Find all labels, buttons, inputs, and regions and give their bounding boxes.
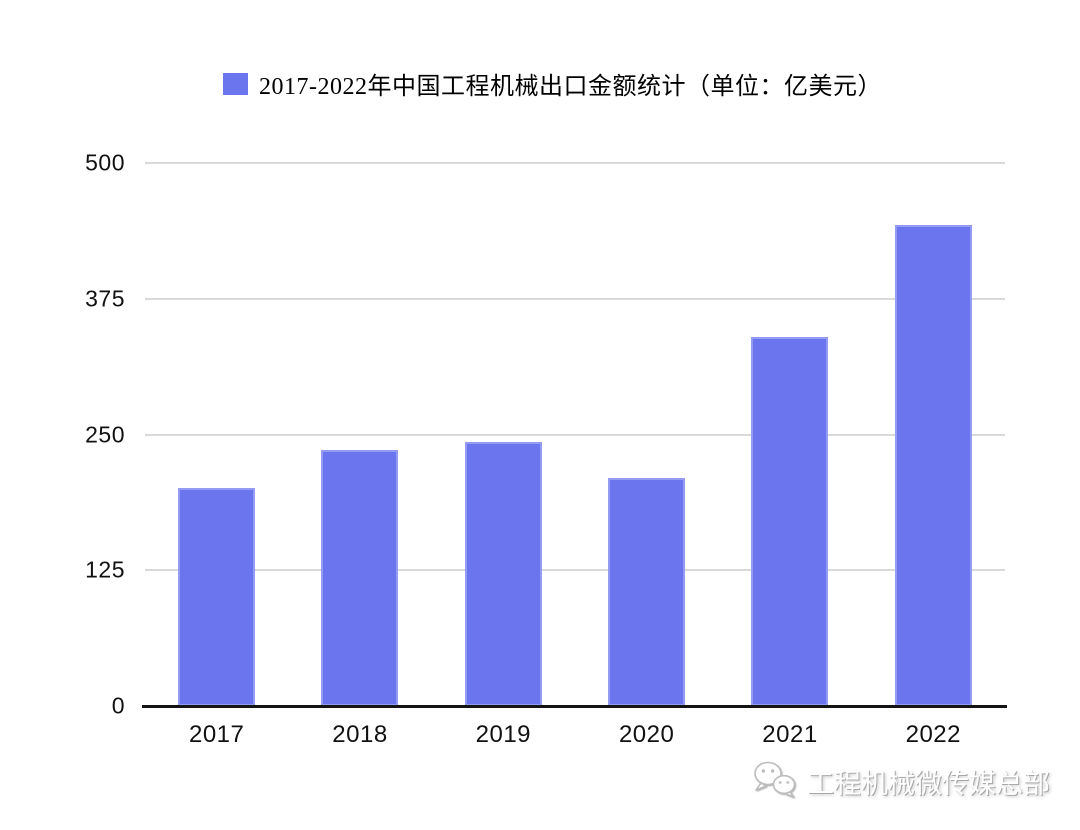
chart-legend: 2017-2022年中国工程机械出口金额统计（单位：亿美元） bbox=[223, 66, 882, 101]
y-axis-labels: 0 125 250 375 500 bbox=[0, 150, 125, 719]
wechat-icon bbox=[754, 761, 796, 798]
legend-swatch bbox=[223, 72, 248, 95]
x-axis-labels: 2017 2018 2019 2020 2021 2022 bbox=[145, 721, 1005, 749]
y-tick-label-500: 500 bbox=[85, 149, 125, 176]
bar-2017 bbox=[178, 487, 256, 706]
bar-2019 bbox=[464, 442, 542, 706]
gridline-500 bbox=[145, 162, 1005, 164]
bar-2020 bbox=[608, 477, 686, 706]
chart-title: 2017-2022年中国工程机械出口金额统计（单位：亿美元） bbox=[259, 74, 882, 100]
watermark: 工程机械微传媒总部 bbox=[752, 760, 1050, 802]
x-tick-label-2022: 2022 bbox=[905, 721, 961, 748]
bar-slot-2020 bbox=[575, 163, 718, 706]
bar-slot-2021 bbox=[718, 163, 861, 706]
bar-slot-2022 bbox=[862, 163, 1005, 706]
x-tick-label-2021: 2021 bbox=[762, 721, 818, 748]
x-axis-line bbox=[142, 705, 1007, 708]
x-tick-label-2018: 2018 bbox=[332, 721, 388, 748]
gridline-125 bbox=[145, 569, 1005, 572]
x-tick-label-2019: 2019 bbox=[475, 721, 532, 748]
gridline-250 bbox=[145, 433, 1005, 436]
bar-series bbox=[145, 163, 1005, 706]
gridline-375 bbox=[145, 297, 1005, 300]
bar-2022 bbox=[894, 224, 972, 706]
bar-slot-2019 bbox=[432, 163, 575, 706]
bar-slot-2018 bbox=[288, 163, 431, 706]
y-tick-label-375: 375 bbox=[85, 285, 125, 312]
watermark-text: 工程机械微传媒总部 bbox=[807, 768, 1050, 799]
bar-2018 bbox=[321, 449, 399, 706]
y-tick-label-250: 250 bbox=[85, 421, 125, 447]
plot-area bbox=[142, 162, 1007, 708]
y-tick-label-125: 125 bbox=[85, 556, 125, 583]
bar-2021 bbox=[751, 336, 829, 706]
x-tick-label-2020: 2020 bbox=[618, 721, 675, 748]
y-tick-label-0: 0 bbox=[111, 692, 125, 719]
x-tick-label-2017: 2017 bbox=[188, 721, 245, 748]
bar-slot-2017 bbox=[145, 163, 288, 706]
